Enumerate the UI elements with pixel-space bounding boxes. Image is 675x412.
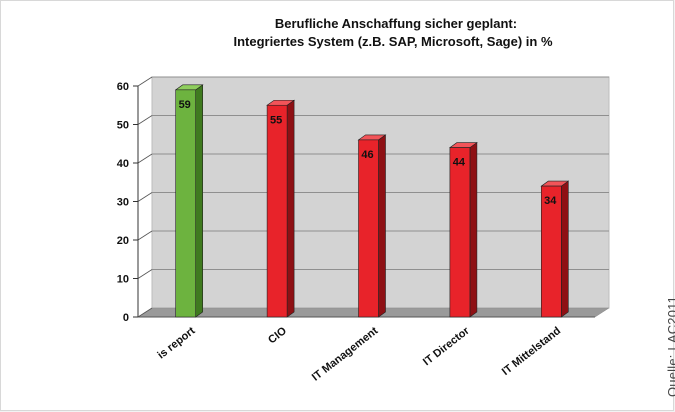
- y-tick-label: 60: [117, 81, 129, 93]
- y-tick-label: 0: [123, 312, 129, 324]
- data-label: 59: [179, 99, 191, 111]
- data-label: 34: [544, 195, 557, 207]
- gridline-side: [137, 269, 153, 279]
- chart-subtitle: Integriertes System (z.B. SAP, Microsoft…: [233, 34, 553, 49]
- bar: [540, 185, 562, 318]
- y-tick-label: 40: [117, 158, 129, 170]
- gridline-side: [137, 115, 153, 125]
- bar-side: [286, 99, 295, 318]
- data-label: 46: [361, 149, 373, 161]
- gridline-side: [137, 230, 153, 241]
- x-tick-label: IT Mittelstand: [500, 325, 563, 378]
- gridline-side: [137, 153, 153, 164]
- gridline-side: [137, 76, 153, 87]
- bar: [358, 139, 379, 318]
- bar-side: [560, 180, 569, 318]
- bar-side: [378, 134, 386, 318]
- bar: [449, 147, 471, 318]
- chart-title: Berufliche Anschaffung sicher geplant:: [275, 16, 517, 31]
- y-tick-label: 50: [117, 120, 129, 132]
- x-tick-label: CIO: [266, 325, 289, 347]
- data-label: 44: [453, 157, 466, 169]
- x-tick-label: IT Management: [310, 325, 381, 384]
- bar: [175, 89, 196, 318]
- bar-side: [195, 84, 203, 318]
- y-tick-label: 30: [117, 197, 129, 209]
- source-note: Quelle: LAC2011: [665, 295, 675, 397]
- x-tick-label: is report: [155, 325, 197, 362]
- y-tick-label: 20: [117, 235, 129, 247]
- gridline-side: [137, 307, 153, 318]
- gridline-side: [137, 192, 153, 202]
- x-tick-label: IT Director: [421, 324, 472, 368]
- y-tick-label: 10: [117, 274, 129, 286]
- bar-side: [469, 142, 478, 318]
- data-label: 55: [270, 114, 282, 126]
- bar: [266, 104, 288, 318]
